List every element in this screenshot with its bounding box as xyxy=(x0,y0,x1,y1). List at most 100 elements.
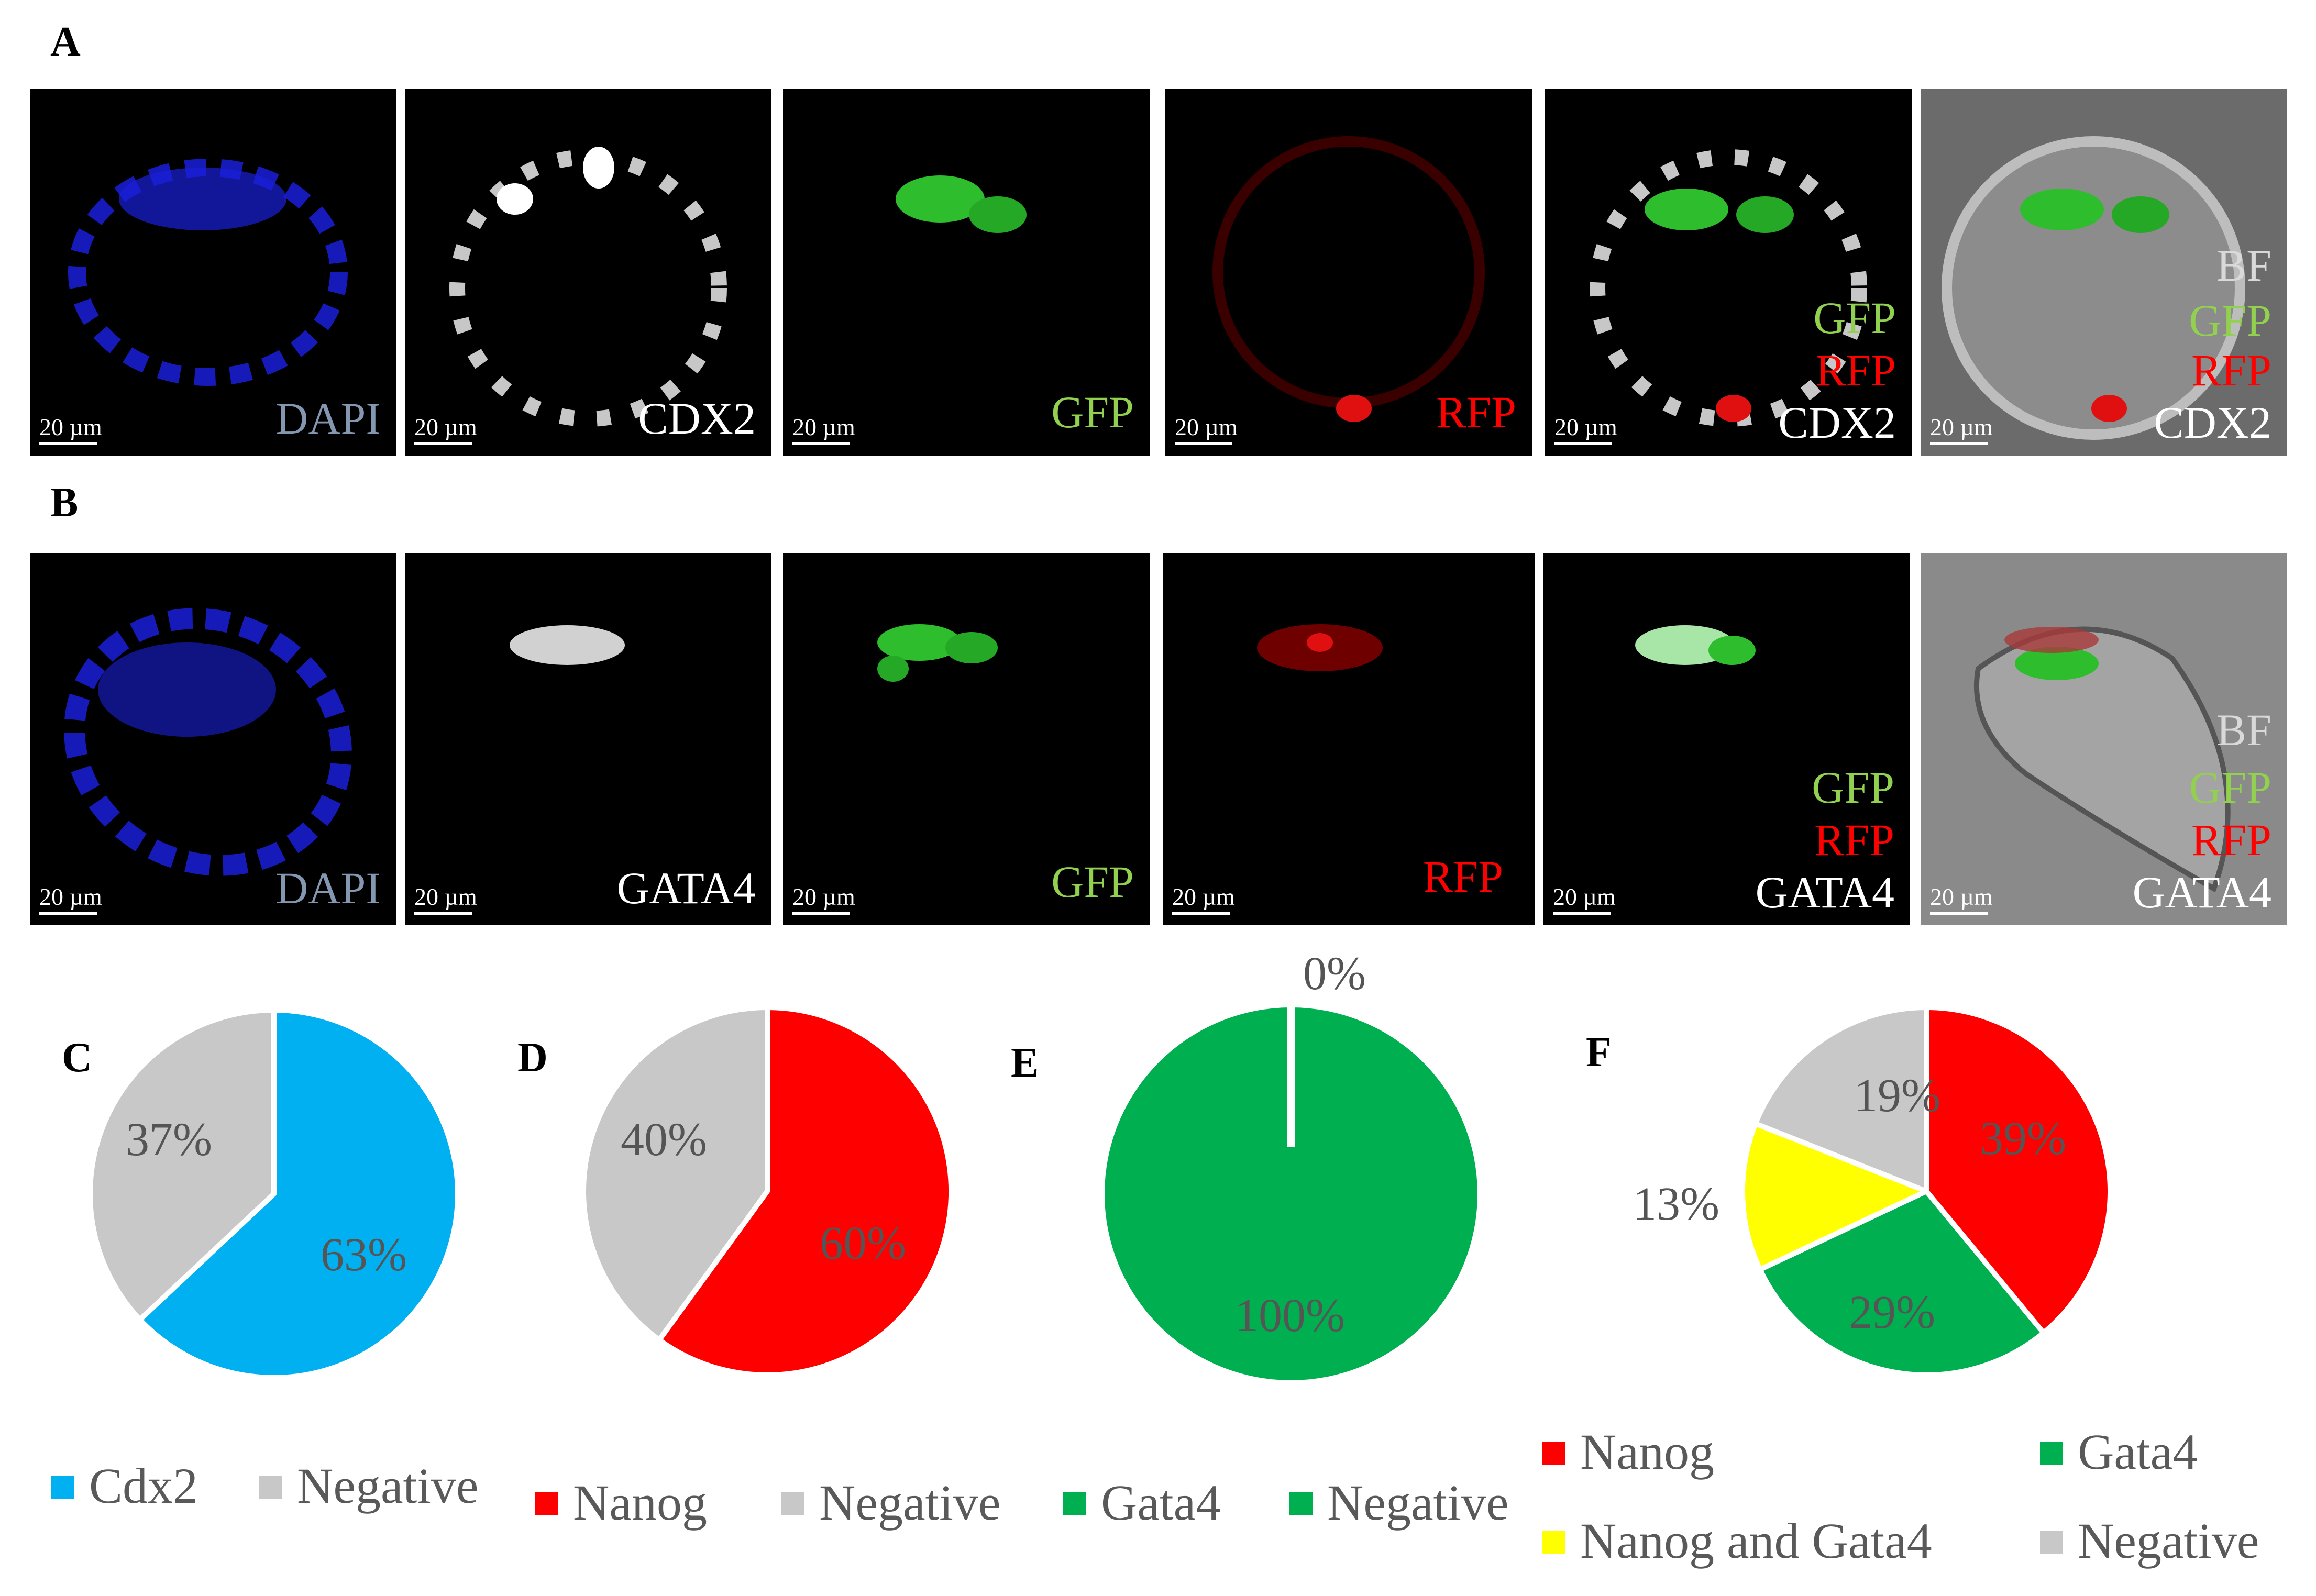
panel-label-f: F xyxy=(1586,1029,1612,1076)
data-label-f-negative: 19% xyxy=(1854,1070,1940,1122)
scale-bar-label: 20 µm xyxy=(792,883,855,910)
legend-label: Negative xyxy=(1327,1475,1509,1531)
scale-bar-label: 20 µm xyxy=(1172,883,1235,910)
data-label-f-nanog-and-gata4: 13% xyxy=(1633,1178,1719,1230)
legend-swatch xyxy=(1289,1492,1313,1515)
legend-swatch xyxy=(2040,1530,2063,1554)
micrograph-art xyxy=(68,159,348,386)
channel-label-merge-cdx2: CDX2 xyxy=(1778,397,1896,448)
micrograph-art xyxy=(1635,625,1756,665)
panel-label-c: C xyxy=(62,1035,92,1081)
pie-slice-nanog-and-gata4 xyxy=(1740,1121,1929,1272)
scale-bar-label: 20 µm xyxy=(792,414,855,440)
channel-label-rfp: RFP xyxy=(1436,387,1516,437)
row-a-merge-image: GFP RFP CDX2 20 µm xyxy=(1545,89,1912,456)
pie-slice-cdx2 xyxy=(137,1007,460,1380)
legend-item-f-negative: Negative xyxy=(2040,1516,2259,1566)
channel-label-merge-gfp: GFP xyxy=(1812,762,1894,813)
channel-label-merge-gfp: GFP xyxy=(1813,293,1896,343)
channel-label-gata4: GATA4 xyxy=(616,863,756,913)
data-label-f-nanog: 39% xyxy=(1980,1113,2066,1165)
micrograph-art xyxy=(1212,136,1485,422)
panel-label-b: B xyxy=(50,480,79,526)
row-b-merge-image: GFP RFP GATA4 20 µm xyxy=(1543,553,1910,925)
channel-label-bf-gata4: GATA4 xyxy=(2132,867,2271,917)
row-b-bf-image: BF GFP RFP GATA4 20 µm xyxy=(1921,553,2287,925)
row-b-gfp-image: GFP 20 µm xyxy=(783,553,1150,925)
scale-bar: 20 µm xyxy=(39,415,102,445)
scale-bar: 20 µm xyxy=(1553,885,1616,915)
pie-slice-nanog xyxy=(656,1005,954,1378)
micrograph-art xyxy=(1590,149,1867,427)
legend-swatch xyxy=(781,1492,804,1515)
legend-label: Negative xyxy=(297,1458,479,1514)
data-label-c-negative: 37% xyxy=(126,1114,212,1166)
micrograph-art xyxy=(449,147,727,427)
micrograph-art xyxy=(510,625,625,665)
panel-label-d: D xyxy=(517,1035,548,1081)
data-label-d-negative: 40% xyxy=(621,1114,707,1166)
pie-chart-c xyxy=(87,1007,460,1380)
channel-label-dapi: DAPI xyxy=(275,393,381,444)
scale-bar-label: 20 µm xyxy=(1175,414,1238,440)
legend-swatch xyxy=(2040,1441,2063,1465)
row-b-rfp-image: RFP 20 µm xyxy=(1163,553,1535,925)
legend-item-c-negative: Negative xyxy=(259,1461,479,1511)
data-label-f-gata4: 29% xyxy=(1849,1287,1935,1338)
scale-bar-label: 20 µm xyxy=(1554,414,1617,440)
scale-bar-label: 20 µm xyxy=(1930,883,1993,910)
channel-label-cdx2: CDX2 xyxy=(638,393,756,444)
row-b-dapi-image: DAPI 20 µm xyxy=(30,553,396,925)
micrograph-art xyxy=(1921,89,2287,456)
channel-label-merge-rfp: RFP xyxy=(1815,345,1896,395)
channel-label-gfp: GFP xyxy=(1051,387,1134,437)
channel-label-gfp: GFP xyxy=(1051,857,1134,907)
data-label-c-cdx2: 63% xyxy=(321,1229,407,1281)
pie-slice-negative xyxy=(581,1005,770,1343)
channel-label-bf-rfp: RFP xyxy=(2191,345,2271,395)
legend-item-d-negative: Negative xyxy=(781,1478,1001,1528)
legend-label: Gata4 xyxy=(1101,1475,1221,1531)
legend-label: Cdx2 xyxy=(89,1458,198,1514)
pie-chart-f xyxy=(1740,1005,2113,1378)
data-label-e-negative: 0% xyxy=(1303,948,1366,1000)
pie-chart-d xyxy=(581,1005,954,1378)
legend-swatch xyxy=(1063,1492,1086,1515)
legend-swatch xyxy=(1542,1530,1565,1554)
legend-item-e-negative: Negative xyxy=(1289,1478,1509,1528)
scale-bar: 20 µm xyxy=(1930,415,1993,445)
channel-label-merge-rfp: RFP xyxy=(1814,815,1894,865)
micrograph-art xyxy=(1257,624,1383,671)
scale-bar-label: 20 µm xyxy=(1553,883,1616,910)
scale-bar: 20 µm xyxy=(1175,415,1238,445)
panel-label-a: A xyxy=(50,19,81,65)
data-label-e-gata4: 100% xyxy=(1235,1290,1345,1342)
legend-item-f-nanog: Nanog xyxy=(1542,1427,1714,1477)
row-b-gata4-image: GATA4 20 µm xyxy=(405,553,771,925)
legend-item-e-gata4: Gata4 xyxy=(1063,1478,1221,1528)
scale-bar-label: 20 µm xyxy=(414,883,477,910)
legend-label: Nanog xyxy=(1580,1424,1714,1480)
pie-slice-negative xyxy=(1752,1005,1929,1194)
row-a-dapi-image: DAPI 20 µm xyxy=(30,89,396,456)
channel-label-dapi: DAPI xyxy=(275,863,381,913)
micrograph-art xyxy=(896,175,1027,233)
scale-bar: 20 µm xyxy=(414,415,477,445)
pie-slice-negative xyxy=(87,1007,277,1323)
micrograph-art xyxy=(64,608,352,876)
scale-bar-label: 20 µm xyxy=(39,414,102,440)
pie-chart-e xyxy=(1105,1005,1477,1380)
scale-bar-label: 20 µm xyxy=(414,414,477,440)
scale-bar-label: 20 µm xyxy=(1930,414,1993,440)
micrograph-art xyxy=(1921,553,2287,925)
channel-label-bf-gfp: GFP xyxy=(2189,295,2271,346)
pie-slice-nanog xyxy=(1924,1005,2113,1336)
legend-swatch xyxy=(1542,1441,1565,1465)
row-a-gfp-image: GFP 20 µm xyxy=(783,89,1150,456)
channel-label-bf: BF xyxy=(2216,240,2271,291)
row-a-cdx2-image: CDX2 20 µm xyxy=(405,89,771,456)
channel-label-bf: BF xyxy=(2216,705,2271,755)
legend-swatch xyxy=(51,1475,74,1499)
legend-label: Nanog and Gata4 xyxy=(1580,1513,1932,1569)
scale-bar: 20 µm xyxy=(1172,885,1235,915)
